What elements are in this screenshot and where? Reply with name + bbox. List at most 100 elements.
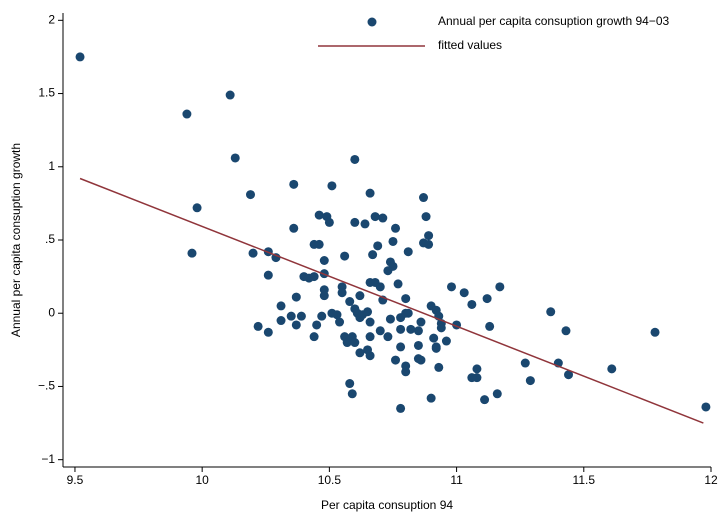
point [375, 326, 385, 336]
point [401, 361, 411, 371]
x-tick-label: 9.5 [67, 473, 84, 487]
point [276, 301, 286, 311]
point [383, 266, 393, 276]
point [296, 311, 306, 321]
point [413, 326, 423, 336]
point [607, 364, 617, 374]
point [225, 90, 235, 100]
point [441, 336, 451, 346]
point [424, 239, 434, 249]
legend-label: Annual per capita consuption growth 94−0… [438, 14, 669, 28]
point [467, 299, 477, 309]
point [561, 326, 571, 336]
y-tick-label: −.5 [38, 379, 55, 393]
point [276, 316, 286, 326]
point [75, 52, 85, 62]
point [406, 324, 416, 334]
point [350, 154, 360, 164]
legend-marker [367, 17, 377, 27]
point [495, 282, 505, 292]
point [263, 270, 273, 280]
point [436, 323, 446, 333]
point [365, 351, 375, 361]
point [253, 321, 263, 331]
x-axis-title: Per capita consuption 94 [321, 498, 453, 512]
point [365, 332, 375, 342]
x-tick-label: 11.5 [573, 473, 596, 487]
point [482, 294, 492, 304]
point [355, 291, 365, 301]
point [396, 324, 406, 334]
point [520, 358, 530, 368]
point [650, 327, 660, 337]
point [421, 212, 431, 222]
x-tick-label: 10.5 [318, 473, 342, 487]
point [347, 389, 357, 399]
point [289, 179, 299, 189]
point [492, 389, 502, 399]
point [375, 282, 385, 292]
point [187, 248, 197, 258]
point [263, 327, 273, 337]
point [431, 343, 441, 353]
point [360, 219, 370, 229]
point [388, 236, 398, 246]
point [396, 403, 406, 413]
point [546, 307, 556, 317]
point [373, 241, 383, 251]
point [413, 340, 423, 350]
point [335, 317, 345, 327]
point [291, 320, 301, 330]
point [309, 272, 319, 282]
point [345, 297, 355, 307]
point [286, 311, 296, 321]
point [289, 223, 299, 233]
point [350, 217, 360, 227]
point [355, 348, 365, 358]
point [365, 317, 375, 327]
point [314, 239, 324, 249]
point [467, 373, 477, 383]
point [396, 342, 406, 352]
point [192, 203, 202, 213]
point [246, 190, 256, 200]
point [459, 288, 469, 298]
y-tick-label: 2 [48, 12, 55, 26]
point [525, 376, 535, 386]
point [564, 370, 574, 380]
legend-label: fitted values [438, 38, 502, 52]
point [472, 364, 482, 374]
point [350, 338, 360, 348]
point [391, 223, 401, 233]
point [403, 308, 413, 318]
point [378, 213, 388, 223]
point [485, 321, 495, 331]
point [291, 292, 301, 302]
point [385, 314, 395, 324]
point [327, 181, 337, 191]
point [403, 247, 413, 257]
point [345, 379, 355, 389]
point [701, 402, 711, 412]
point [426, 393, 436, 403]
y-axis-title: Annual per capita consuption growth [9, 143, 23, 337]
point [324, 217, 334, 227]
y-tick-label: −1 [41, 452, 55, 466]
point [365, 188, 375, 198]
point [340, 251, 350, 261]
point [314, 210, 324, 220]
x-tick-label: 11 [450, 473, 463, 487]
point [337, 288, 347, 298]
point [342, 338, 352, 348]
point [271, 253, 281, 263]
point [317, 311, 327, 321]
point [446, 282, 456, 292]
point [413, 354, 423, 364]
point [182, 109, 192, 119]
point [319, 285, 329, 295]
y-tick-label: 1.5 [38, 86, 55, 100]
x-tick-label: 10 [195, 473, 209, 487]
point [401, 294, 411, 304]
point [363, 307, 373, 317]
